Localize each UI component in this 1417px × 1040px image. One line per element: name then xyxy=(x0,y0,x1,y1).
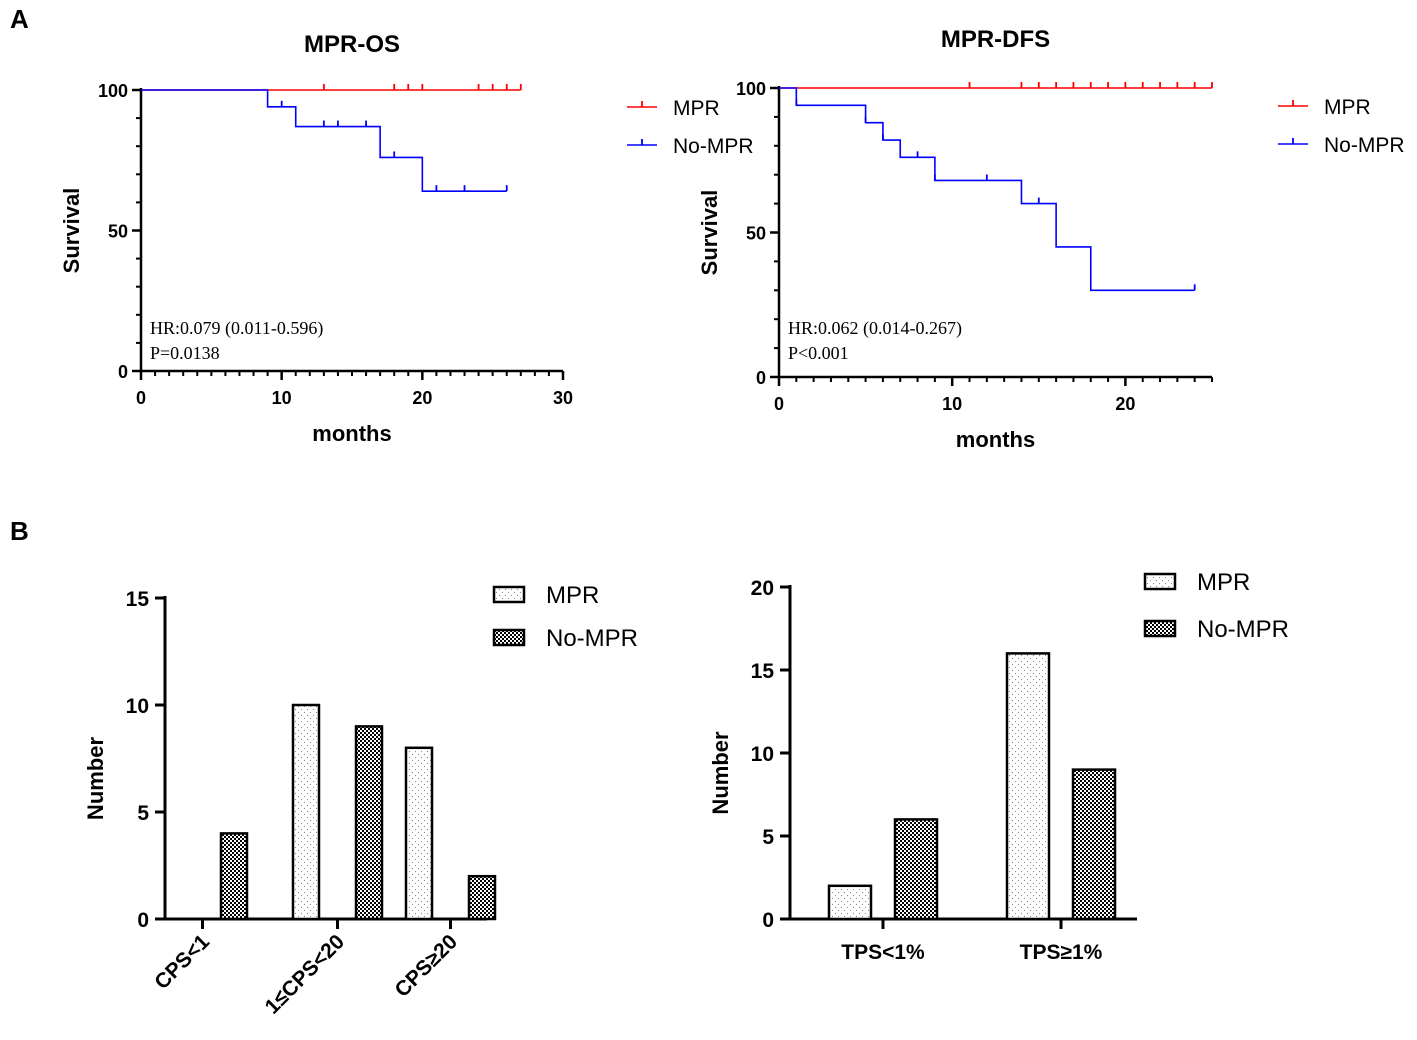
stat-annotation: P=0.0138 xyxy=(150,343,220,363)
panel-label-a: A xyxy=(10,4,29,34)
x-tick-label: 20 xyxy=(412,388,432,408)
stat-annotation: HR:0.062 (0.014-0.267) xyxy=(788,318,962,339)
category-label: TPS≥1% xyxy=(1020,941,1103,964)
x-tick-label: 30 xyxy=(553,388,573,408)
y-axis-label: Number xyxy=(83,737,108,821)
y-tick-label: 0 xyxy=(762,909,774,932)
x-tick-label: 10 xyxy=(272,388,292,408)
y-tick-label: 100 xyxy=(98,81,128,101)
legend-label-no-mpr: No-MPR xyxy=(546,625,638,652)
legend-swatch-no-mpr xyxy=(1143,619,1177,638)
legend-swatch-mpr xyxy=(1143,572,1177,591)
chart-cps-bars: 0 5 10 15 Number CPS<1 1≤CPS<20 CPS≥20 MPR No-MPR xyxy=(83,582,638,1019)
bar-no-mpr xyxy=(467,874,497,921)
y-tick-label: 50 xyxy=(108,222,128,242)
bar-mpr xyxy=(404,746,434,921)
y-axis-label: Number xyxy=(708,731,733,815)
category-label: 1≤CPS<20 xyxy=(261,930,349,1018)
chart-title: MPR-OS xyxy=(304,31,400,58)
legend-label-no-mpr: No-MPR xyxy=(1197,616,1289,643)
y-axis-label: Survival xyxy=(697,190,722,276)
bar-no-mpr xyxy=(354,725,384,921)
chart-tps-bars: 0 5 10 15 20 Number TPS<1% TPS≥1% MPR No-MPR xyxy=(708,569,1289,964)
panel-label-b: B xyxy=(10,516,29,546)
legend-swatch-mpr xyxy=(492,585,526,604)
y-tick-label: 0 xyxy=(118,362,128,382)
y-tick-label: 10 xyxy=(751,743,774,766)
y-tick-label: 0 xyxy=(756,368,766,388)
chart-dfs-survival: MPR-DFS 0 50 100 0 10 20 months Survival HR:0.062… xyxy=(697,26,1405,452)
x-tick-label: 10 xyxy=(942,394,962,414)
km-curve-no-mpr xyxy=(141,89,507,192)
y-tick-label: 100 xyxy=(736,79,766,99)
stat-annotation: P<0.001 xyxy=(788,343,849,363)
bar-no-mpr xyxy=(893,818,939,921)
x-axis-label: months xyxy=(956,427,1035,452)
bar-no-mpr xyxy=(1071,768,1117,921)
legend-swatch-no-mpr xyxy=(492,628,526,647)
y-tick-label: 50 xyxy=(746,224,766,244)
y-tick-label: 5 xyxy=(137,802,149,825)
x-axis-label: months xyxy=(312,421,391,446)
y-tick-label: 10 xyxy=(126,695,149,718)
km-curve-no-mpr xyxy=(779,87,1195,292)
category-label: TPS<1% xyxy=(841,941,925,964)
category-label: CPS≥20 xyxy=(391,930,462,1001)
y-tick-label: 0 xyxy=(137,909,149,932)
y-tick-label: 15 xyxy=(751,660,775,683)
y-axis-label: Survival xyxy=(59,188,84,274)
legend-label-no-mpr: No-MPR xyxy=(673,135,754,158)
x-tick-label: 20 xyxy=(1115,394,1135,414)
bar-mpr xyxy=(827,884,873,921)
stat-annotation: HR:0.079 (0.011-0.596) xyxy=(150,318,323,339)
bar-mpr xyxy=(1005,652,1051,921)
chart-os-survival: MPR-OS 0 50 100 0 10 20 30 months Survival HR:0.07… xyxy=(59,31,754,446)
y-tick-label: 20 xyxy=(751,577,774,600)
legend-label-mpr: MPR xyxy=(673,97,720,120)
legend-label-mpr: MPR xyxy=(1197,569,1250,596)
bar-no-mpr xyxy=(219,832,249,921)
bar-mpr xyxy=(291,703,321,921)
x-tick-label: 0 xyxy=(136,388,146,408)
legend-label-mpr: MPR xyxy=(1324,96,1371,119)
category-label: CPS<1 xyxy=(150,930,214,994)
chart-title: MPR-DFS xyxy=(941,26,1050,53)
legend-label-no-mpr: No-MPR xyxy=(1324,134,1405,157)
y-tick-label: 5 xyxy=(762,826,774,849)
x-tick-label: 0 xyxy=(774,394,784,414)
legend-label-mpr: MPR xyxy=(546,582,599,609)
y-tick-label: 15 xyxy=(126,588,150,611)
